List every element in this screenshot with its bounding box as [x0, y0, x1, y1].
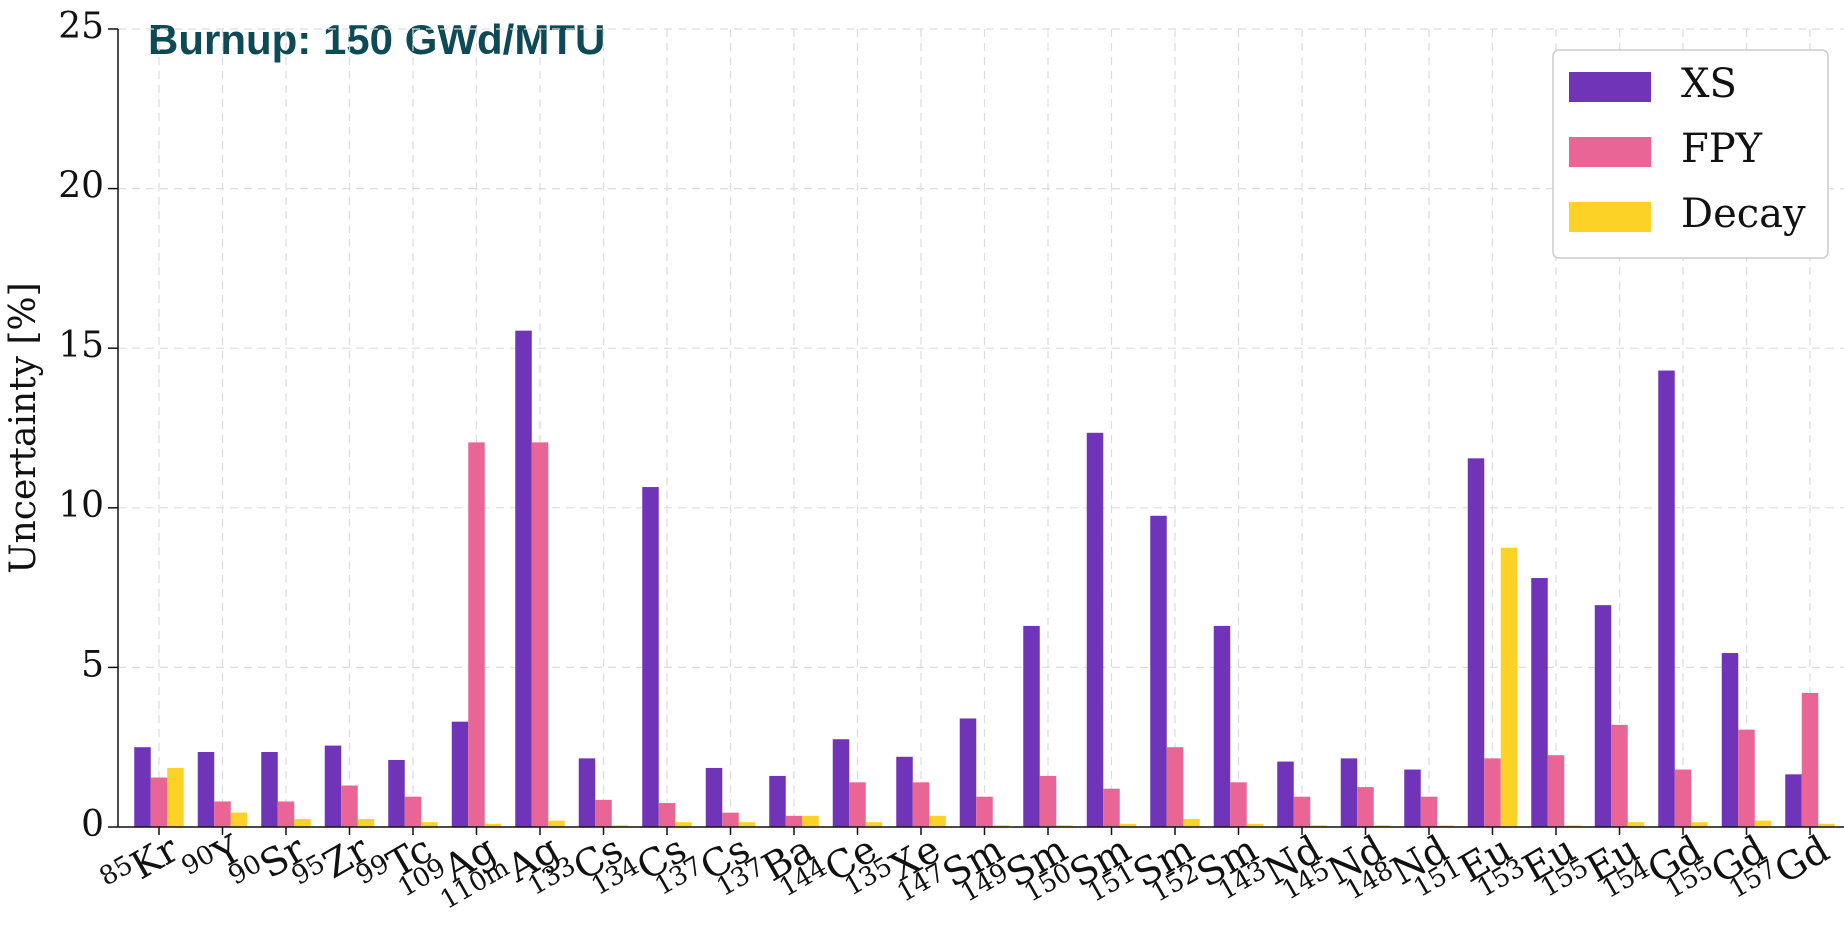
bar [1166, 747, 1184, 827]
bar [167, 767, 184, 827]
bar [468, 442, 485, 827]
bar [1437, 825, 1454, 827]
bar [1564, 825, 1581, 827]
bar [150, 777, 168, 827]
bar [642, 487, 659, 827]
x-tick-label: 95Zr [287, 826, 377, 903]
chart-title: Burnup: 150 GWd/MTU [148, 16, 605, 63]
bar [595, 799, 612, 827]
y-tick-label: 15 [58, 325, 104, 366]
bar [1594, 605, 1612, 827]
bar [515, 330, 532, 827]
bar [865, 822, 883, 827]
bar [1213, 625, 1231, 827]
bar [1056, 825, 1073, 827]
legend-swatch [1569, 202, 1651, 232]
bar [1785, 774, 1802, 827]
bar [1547, 755, 1565, 827]
bar [230, 812, 248, 827]
bar [802, 815, 819, 827]
bar [324, 745, 342, 827]
bar [992, 825, 1010, 827]
bar [1230, 782, 1247, 827]
bar [611, 825, 629, 827]
y-axis-label: Uncertainty [%] [3, 282, 44, 573]
bar [1674, 769, 1692, 827]
bar [1277, 761, 1294, 827]
bar [722, 812, 739, 827]
bar [1373, 825, 1391, 827]
bar [1484, 758, 1501, 827]
bar [976, 796, 993, 827]
bar [1246, 823, 1264, 827]
bar [197, 751, 215, 827]
bar [404, 796, 422, 827]
bar [261, 751, 278, 827]
y-tick-label: 0 [81, 804, 104, 845]
bar [1404, 769, 1421, 827]
bar [1611, 724, 1628, 827]
bar [849, 782, 866, 827]
bar [1721, 653, 1739, 827]
bar [548, 820, 565, 827]
bar [1119, 823, 1137, 827]
bar [1801, 692, 1819, 827]
bar [578, 758, 596, 827]
bar [341, 785, 358, 827]
bar [294, 819, 311, 827]
y-tick-label: 25 [58, 6, 104, 47]
bar [1039, 775, 1057, 827]
y-tick-label: 20 [58, 166, 104, 207]
bar [1658, 370, 1675, 827]
bar [1086, 432, 1104, 827]
bar [1500, 547, 1518, 827]
bar [959, 718, 977, 827]
legend-label: XS [1681, 61, 1737, 107]
x-tick-label: 137Cs [650, 827, 757, 914]
bar [1340, 758, 1358, 827]
legend-label: Decay [1681, 191, 1806, 237]
bar [1183, 819, 1200, 827]
bar [1420, 796, 1438, 827]
bar [531, 442, 549, 827]
bar [912, 782, 930, 827]
bar [451, 721, 469, 827]
bar [1467, 458, 1485, 827]
bar [1103, 788, 1120, 827]
y-tick-label: 5 [81, 644, 104, 685]
bar [134, 747, 151, 827]
bar [675, 822, 692, 827]
bar [705, 767, 723, 827]
bar [658, 803, 676, 827]
legend-swatch [1569, 72, 1651, 102]
bar [1738, 729, 1755, 827]
bar [769, 775, 786, 827]
bar [1310, 825, 1327, 827]
bar [1691, 822, 1708, 827]
legend-label: FPY [1681, 126, 1763, 172]
bar [1023, 625, 1040, 827]
bar [357, 819, 375, 827]
bar [1150, 515, 1167, 827]
bar [484, 823, 502, 827]
bar [1293, 796, 1311, 827]
bar [214, 801, 231, 827]
bar [1627, 822, 1645, 827]
y-tick-label: 10 [58, 485, 104, 526]
legend-swatch [1569, 137, 1651, 167]
bar [896, 756, 913, 827]
bar [738, 822, 756, 827]
x-tick-label: 85Kr [95, 826, 187, 904]
bar [929, 815, 946, 827]
bar [785, 815, 803, 827]
bar [277, 801, 295, 827]
bar [1531, 578, 1548, 827]
bar [1754, 820, 1772, 827]
bar [832, 739, 850, 827]
bar [388, 759, 405, 827]
bar [1818, 823, 1835, 827]
bar [1357, 787, 1374, 827]
bar [421, 822, 438, 827]
